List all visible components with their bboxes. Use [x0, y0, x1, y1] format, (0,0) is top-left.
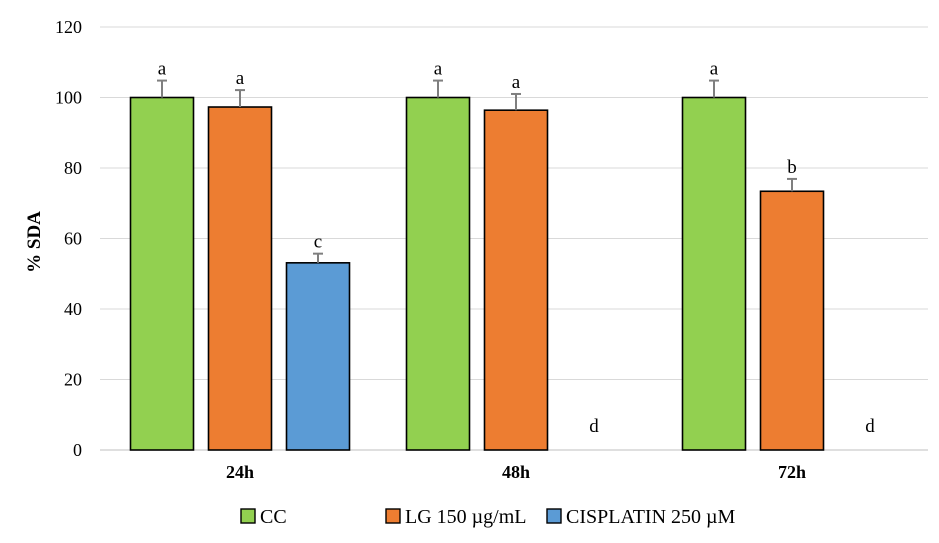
bars [129, 96, 825, 451]
y-axis-ticks: 0 20 40 60 80 100 120 [55, 17, 82, 460]
y-tick-label: 60 [64, 229, 82, 249]
legend-swatch [546, 508, 562, 524]
data-label: c [314, 232, 322, 253]
data-label: b [787, 157, 797, 178]
bar [759, 190, 825, 451]
data-label: a [236, 68, 245, 89]
data-label: a [710, 59, 719, 80]
x-tick-label: 48h [502, 462, 530, 482]
significance-labels: a a c a a d a b d [158, 59, 875, 437]
y-tick-label: 40 [64, 299, 82, 319]
bar [207, 106, 273, 451]
bar [129, 96, 195, 451]
y-axis-label: % SDA [24, 211, 45, 273]
y-tick-label: 120 [55, 17, 82, 37]
bar [681, 96, 747, 451]
y-tick-label: 80 [64, 158, 82, 178]
bar [285, 262, 351, 451]
bar [483, 109, 549, 451]
x-axis-categories: 24h 48h 72h [226, 462, 806, 482]
legend-entry: LG 150 µg/mL [405, 506, 527, 528]
x-tick-label: 24h [226, 462, 254, 482]
error-bars [157, 79, 797, 263]
data-label: d [589, 416, 599, 437]
bar [405, 96, 471, 451]
y-tick-label: 100 [55, 88, 82, 108]
legend-swatch [385, 508, 401, 524]
data-label: a [158, 59, 167, 80]
legend: CC LG 150 µg/mL CISPLATIN 250 µM [240, 506, 736, 528]
x-tick-label: 72h [778, 462, 806, 482]
data-label: a [512, 72, 521, 93]
y-tick-label: 20 [64, 370, 82, 390]
data-label: d [865, 416, 875, 437]
legend-swatch [240, 508, 256, 524]
legend-entry: CC [260, 506, 287, 528]
y-tick-label: 0 [73, 440, 82, 460]
data-label: a [434, 59, 443, 80]
legend-entry: CISPLATIN 250 µM [566, 506, 736, 528]
